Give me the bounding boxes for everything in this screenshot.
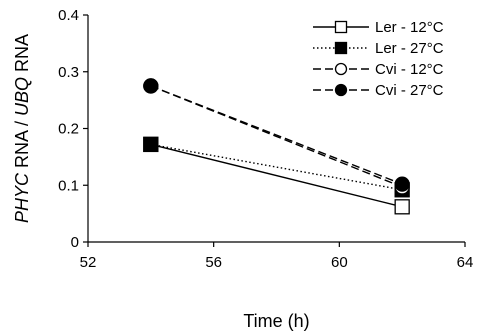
legend-label-1: Ler - 12°C [375,19,444,36]
y-axis-gene-1: PHYC [12,172,32,223]
legend-marker-3 [334,62,348,76]
series-line-4 [150,85,403,185]
y-tick-label: 0.3 [58,64,79,81]
series-layer [143,78,410,215]
legend-label-2: Ler - 27°C [375,40,444,57]
x-tick-label: 60 [331,254,348,271]
legend-marker-1 [334,20,348,34]
legend-label-4: Cvi - 27°C [375,82,444,99]
y-axis-text-1: RNA / [12,116,32,173]
y-axis-title: PHYC RNA / UBQ RNA [12,34,32,223]
y-tick-label: 0.4 [58,7,79,24]
legend-marker-4 [334,83,348,97]
x-tick-label: 52 [80,254,97,271]
x-axis-title: Time (h) [243,311,309,331]
x-tick-label: 56 [205,254,222,271]
data-point-series-2 [143,136,159,153]
legend-label-3: Cvi - 12°C [375,61,444,78]
series-line-3 [150,85,403,188]
y-tick-label: 0.1 [58,177,79,194]
data-point-series-4 [394,176,410,192]
series-line-2 [150,143,403,191]
data-point-series-4 [143,78,159,94]
y-axis-gene-2: UBQ [12,77,32,116]
x-tick-label: 64 [457,254,474,271]
legend: Ler - 12°C Ler - 27°C Cvi - 12°C Cvi - 27°C [313,19,444,99]
y-tick-label: 0.2 [58,121,79,138]
axes: 0 0.1 0.2 0.3 0.4 52 56 60 64 [58,7,473,271]
legend-marker-2 [334,41,348,55]
y-tick-label: 0 [71,234,79,251]
y-axis-text-2: RNA [12,34,32,77]
series-line-1 [150,143,403,208]
data-point-series-1 [394,199,410,215]
